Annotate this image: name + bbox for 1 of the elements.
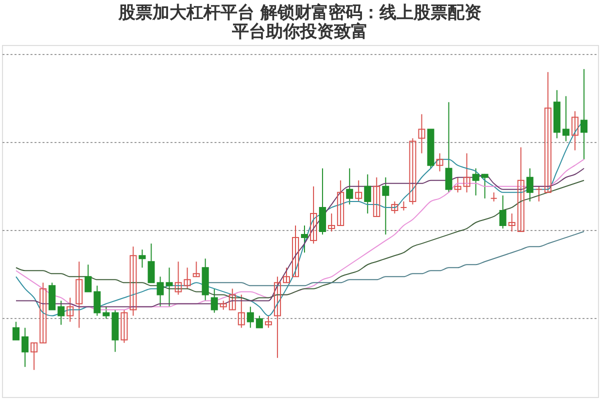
- chart-title: 股票加大杠杆平台 解锁财富密码：线上股票配资平台助你投资致富: [118, 3, 482, 42]
